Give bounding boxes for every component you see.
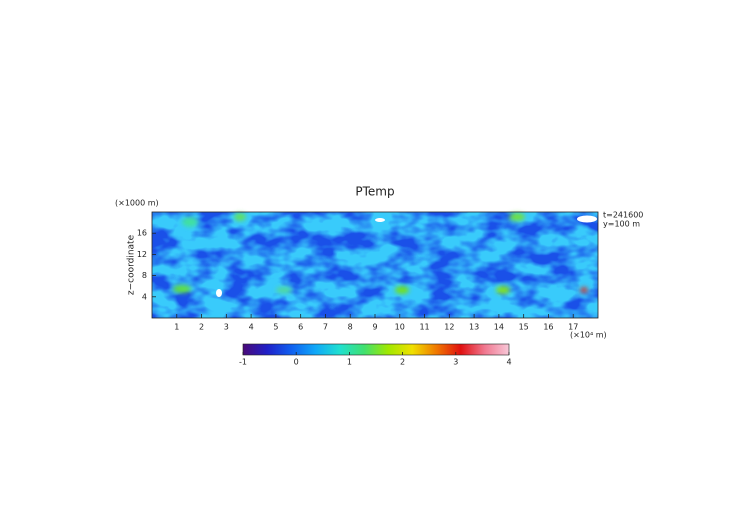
x-tick-label: 15 [519, 323, 529, 332]
x-unit: (×10⁴ m) [570, 331, 607, 340]
field-blob [216, 289, 222, 297]
annotation: y=100 m [603, 220, 640, 229]
colorbar [242, 343, 510, 356]
y-tick-label: 8 [142, 271, 147, 280]
colorbar-tick-label: 3 [453, 358, 458, 367]
x-tick-label: 8 [348, 323, 353, 332]
field-blob [577, 215, 597, 223]
x-tick-label: 4 [249, 323, 254, 332]
x-tick-label: 16 [543, 323, 553, 332]
annotation: t=241600 [603, 211, 643, 220]
x-tick-label: 7 [323, 323, 328, 332]
x-tick-label: 1 [174, 323, 179, 332]
x-tick-label: 11 [419, 323, 429, 332]
x-tick-label: 9 [372, 323, 377, 332]
colorbar-tick-label: 0 [294, 358, 299, 367]
chart-title: PTemp [355, 185, 394, 199]
x-tick-label: 12 [444, 323, 454, 332]
colorbar-tick-label: 1 [347, 358, 352, 367]
y-unit: (×1000 m) [115, 199, 159, 208]
field-blob [375, 218, 385, 222]
x-tick-label: 2 [199, 323, 204, 332]
field-blobs [173, 213, 588, 294]
y-tick-label: 4 [142, 292, 147, 301]
x-tick-label: 17 [568, 323, 578, 332]
field-texture [152, 212, 598, 318]
x-tick-label: 10 [395, 323, 405, 332]
colorbar-tick-label: 2 [400, 358, 405, 367]
colorbar-tick-label: 4 [506, 358, 511, 367]
x-tick-label: 13 [469, 323, 479, 332]
x-tick-label: 14 [494, 323, 504, 332]
x-tick-label: 5 [273, 323, 278, 332]
colorbar-tick-label: -1 [239, 358, 247, 367]
x-tick-label: 6 [298, 323, 303, 332]
y-tick-label: 16 [137, 229, 147, 238]
field [151, 211, 599, 319]
y-label: z−coordinate [127, 234, 137, 295]
y-tick-label: 12 [137, 250, 147, 259]
x-tick-label: 3 [224, 323, 229, 332]
